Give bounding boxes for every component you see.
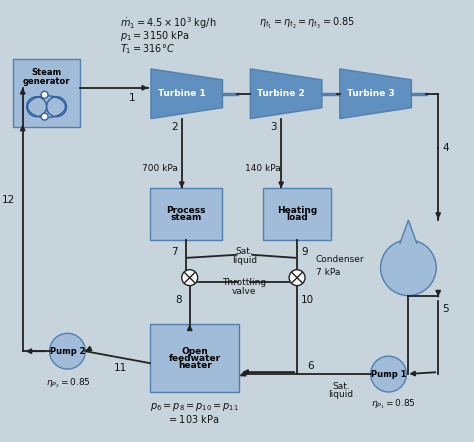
Text: $T_1 = 316°C$: $T_1 = 316°C$ [120,42,175,56]
Text: Turbine 1: Turbine 1 [158,89,206,98]
Circle shape [41,91,48,98]
Text: liquid: liquid [232,256,257,265]
Text: heater: heater [178,361,211,370]
Text: steam: steam [170,213,201,222]
Text: 9: 9 [301,247,308,257]
Text: 11: 11 [113,363,127,373]
Text: Process: Process [166,206,205,215]
Circle shape [289,270,305,286]
Text: Pump 1: Pump 1 [371,370,406,379]
Text: Turbine 2: Turbine 2 [257,89,305,98]
Text: generator: generator [23,77,70,86]
Text: feedwater: feedwater [169,354,221,363]
Text: load: load [286,213,308,222]
Circle shape [50,333,85,369]
Text: $p_1 = 3150$ kPa: $p_1 = 3150$ kPa [120,29,190,43]
Text: Open: Open [181,347,208,356]
Text: 5: 5 [442,305,449,314]
Text: $= 103$ kPa: $= 103$ kPa [167,413,219,425]
Text: Condenser: Condenser [316,255,365,264]
FancyBboxPatch shape [150,324,239,392]
Text: 700 kPa: 700 kPa [142,164,178,173]
Text: $p_6 = p_8 = p_{10} = p_{11}$: $p_6 = p_8 = p_{10} = p_{11}$ [150,401,239,413]
Text: 3: 3 [271,122,277,132]
Text: 140 kPa: 140 kPa [246,164,281,173]
Text: $\eta_{t_1} = \eta_{t_2} = \eta_{t_3} = 0.85$: $\eta_{t_1} = \eta_{t_2} = \eta_{t_3} = … [259,15,355,30]
Text: 4: 4 [442,144,449,153]
FancyBboxPatch shape [263,188,331,240]
Polygon shape [250,69,322,118]
Text: Pump 2: Pump 2 [50,347,85,356]
Text: 10: 10 [301,294,314,305]
Text: $\dot{m}_1 = 4.5\times10^3$ kg/h: $\dot{m}_1 = 4.5\times10^3$ kg/h [120,15,217,31]
Text: 12: 12 [1,195,15,205]
Text: Heating: Heating [277,206,317,215]
Text: valve: valve [232,287,256,296]
Polygon shape [340,69,411,118]
Text: $\eta_{P_1} = 0.85$: $\eta_{P_1} = 0.85$ [371,397,415,411]
Text: 1: 1 [129,93,136,103]
Text: Sat.: Sat. [236,248,253,256]
Text: Steam: Steam [31,69,62,77]
Text: 6: 6 [308,361,314,371]
Circle shape [41,113,48,120]
Text: 8: 8 [175,294,182,305]
Text: 2: 2 [171,122,178,132]
Text: Turbine 3: Turbine 3 [347,89,394,98]
Circle shape [182,270,198,286]
Text: 7 kPa: 7 kPa [316,268,340,277]
Circle shape [381,240,436,296]
FancyBboxPatch shape [13,59,81,126]
Text: $\eta_{P_2} = 0.85$: $\eta_{P_2} = 0.85$ [46,376,91,390]
Polygon shape [151,69,222,118]
Text: Throttling: Throttling [222,278,266,287]
Polygon shape [400,220,417,245]
Text: Sat.: Sat. [332,381,350,391]
FancyBboxPatch shape [150,188,221,240]
Text: 7: 7 [171,247,178,257]
Text: liquid: liquid [328,390,353,400]
Circle shape [371,356,406,392]
